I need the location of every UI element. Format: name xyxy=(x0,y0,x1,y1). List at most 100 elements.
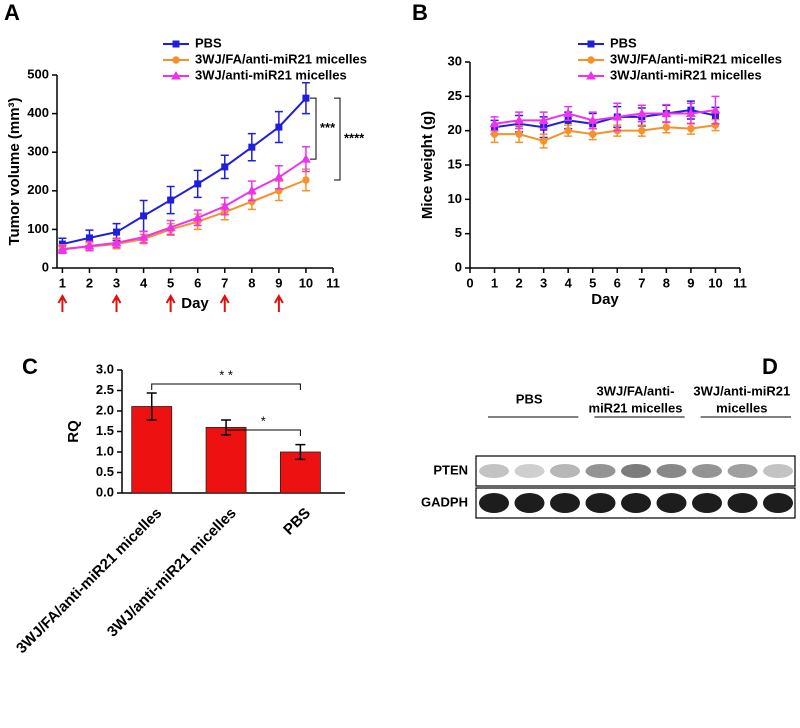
y-tick-label: 1.5 xyxy=(96,423,114,438)
marker xyxy=(192,212,203,222)
marker xyxy=(85,234,93,242)
series-line xyxy=(62,158,307,251)
marker xyxy=(489,118,500,128)
x-tick-label: 4 xyxy=(565,275,573,290)
bar xyxy=(131,406,173,494)
legend-label: 3WJ/FA/anti-miR21 micelles xyxy=(195,51,367,66)
marker xyxy=(301,154,311,163)
marker xyxy=(275,123,283,131)
y-tick-label: 100 xyxy=(27,221,49,236)
series-line xyxy=(494,109,716,129)
marker xyxy=(539,137,548,145)
x-tick-label: 8 xyxy=(248,275,255,290)
marker xyxy=(138,232,149,241)
blot-band xyxy=(550,493,580,513)
blot-band xyxy=(621,493,651,513)
legend-label: PBS xyxy=(610,35,637,50)
blot-band xyxy=(656,464,687,478)
treatment-arrow xyxy=(219,293,230,312)
error-bar xyxy=(146,392,157,421)
y-tick-label: 25 xyxy=(448,88,462,103)
legend-label: 3WJ/anti-miR21 micelles xyxy=(195,67,347,82)
y-tick-label: 20 xyxy=(448,122,462,137)
y-axis-label: Tumor volume (mm³) xyxy=(6,97,23,245)
significance-label: **** xyxy=(344,131,365,146)
marker xyxy=(587,40,595,48)
marker xyxy=(171,70,181,80)
y-tick-label: 3.0 xyxy=(96,361,114,376)
y-tick-label: 2.5 xyxy=(96,382,114,397)
marker xyxy=(490,130,499,138)
x-tick-label: 3WJ/FA/anti-miR21 micelles xyxy=(13,505,165,657)
y-tick-label: 15 xyxy=(448,156,462,171)
blot-band xyxy=(656,493,687,513)
x-tick-label: PBS xyxy=(280,505,314,539)
treatment-arrow xyxy=(274,293,284,312)
x-tick-label: 1 xyxy=(59,275,66,290)
blot-band xyxy=(585,464,616,478)
blot-band xyxy=(763,493,793,513)
y-tick-label: 1.0 xyxy=(96,443,114,458)
blot-band xyxy=(727,493,758,513)
panel-label: B xyxy=(412,0,428,25)
significance-label: * xyxy=(261,413,266,428)
x-tick-label: 7 xyxy=(221,275,228,290)
y-tick-label: 0 xyxy=(455,259,462,274)
panel-label: D xyxy=(762,354,778,379)
marker xyxy=(221,163,229,171)
series-line xyxy=(62,97,307,246)
significance-bracket xyxy=(151,383,301,390)
x-tick-label: 2 xyxy=(515,275,522,290)
marker xyxy=(515,130,523,138)
x-axis-label: Day xyxy=(591,291,619,308)
y-tick-label: 400 xyxy=(27,105,49,120)
treatment-arrow xyxy=(111,293,122,312)
error-bar xyxy=(295,443,306,461)
panel-label: A xyxy=(4,0,20,25)
marker xyxy=(302,176,310,184)
y-tick-label: 300 xyxy=(27,144,49,159)
y-tick-label: 2.0 xyxy=(96,402,114,417)
treatment-arrow xyxy=(165,293,176,312)
x-tick-label: 4 xyxy=(140,275,148,290)
marker xyxy=(564,126,572,135)
marker xyxy=(612,111,623,121)
row-label: GADPH xyxy=(421,494,468,509)
group-label: 3WJ/anti-miR21 xyxy=(693,383,790,398)
marker xyxy=(686,108,696,117)
treatment-arrow xyxy=(57,293,68,312)
x-tick-label: 7 xyxy=(638,275,645,290)
group-label: PBS xyxy=(516,391,543,406)
x-tick-label: 10 xyxy=(299,275,313,290)
blot-band xyxy=(692,464,722,478)
significance-bracket xyxy=(310,97,317,160)
x-tick-label: 9 xyxy=(687,275,694,290)
y-tick-label: 0 xyxy=(42,259,49,274)
significance-label: *** xyxy=(320,120,336,135)
blot-band xyxy=(585,493,616,513)
marker xyxy=(638,126,646,135)
x-tick-label: 6 xyxy=(614,275,621,290)
marker xyxy=(589,130,597,138)
blot-band xyxy=(550,464,580,478)
y-tick-label: 10 xyxy=(448,191,462,206)
blot-band xyxy=(514,493,545,513)
x-tick-label: 6 xyxy=(194,275,201,290)
panel-label: C xyxy=(22,354,38,379)
marker xyxy=(710,105,721,114)
group-label: micelles xyxy=(716,400,767,415)
marker xyxy=(274,172,284,181)
group-label: 3WJ/FA/anti- xyxy=(596,383,674,398)
x-tick-label: 2 xyxy=(86,275,93,290)
y-tick-label: 500 xyxy=(27,66,49,81)
x-tick-label: 11 xyxy=(733,275,747,290)
y-axis-label: RQ xyxy=(65,420,82,443)
marker xyxy=(587,56,595,64)
x-tick-label: 3WJ/anti-miR21 micelles xyxy=(104,505,240,641)
x-tick-label: 5 xyxy=(589,275,596,290)
marker xyxy=(111,237,122,247)
marker xyxy=(538,115,549,124)
series-line xyxy=(62,179,307,250)
y-axis-label: Mice weight (g) xyxy=(419,111,436,219)
